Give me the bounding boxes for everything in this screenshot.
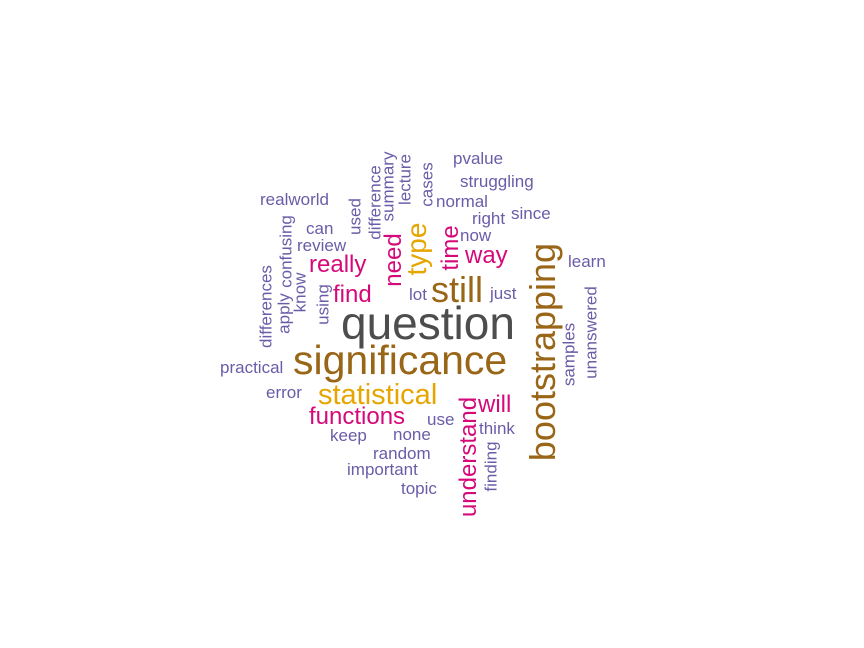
word-use: use — [427, 410, 455, 429]
word-need: need — [380, 233, 407, 287]
word-using: using — [313, 284, 333, 325]
word-struggling: struggling — [460, 172, 534, 191]
word-now: now — [460, 226, 492, 245]
word-review: review — [297, 236, 347, 255]
word-can: can — [306, 219, 334, 238]
word-lot: lot — [409, 285, 427, 304]
word-finding: finding — [481, 441, 501, 492]
word-differences: differences — [256, 265, 276, 348]
word-just: just — [490, 284, 517, 303]
word-think: think — [479, 419, 515, 438]
word-right: right — [472, 209, 506, 228]
word-unanswered: unanswered — [581, 286, 601, 379]
word-really: really — [309, 251, 367, 278]
word-learn: learn — [568, 252, 606, 271]
word-error: error — [266, 383, 302, 402]
word-important: important — [347, 460, 418, 479]
word-statistical: statistical — [318, 379, 438, 411]
word-functions: functions — [309, 403, 406, 430]
word-topic: topic — [401, 479, 437, 498]
word-will: will — [478, 391, 512, 418]
word-used: used — [345, 198, 365, 235]
word-significance: significance — [293, 337, 508, 383]
word-since: since — [511, 204, 551, 223]
word-none: none — [393, 425, 431, 444]
word-find: find — [333, 281, 372, 308]
word-type: type — [401, 222, 432, 276]
word-lecture: lecture — [395, 153, 415, 206]
word-still: still — [431, 269, 483, 310]
word-normal: normal — [436, 192, 488, 211]
word-pvalue: pvalue — [453, 149, 504, 168]
word-keep: keep — [330, 426, 367, 445]
word-way: way — [465, 242, 508, 269]
word-bootstrapping: bootstrapping — [522, 242, 563, 462]
word-cases: cases — [417, 162, 437, 207]
word-question: question — [341, 297, 515, 349]
word-realworld: realworld — [260, 190, 329, 209]
word-practical: practical — [220, 358, 284, 377]
word-samples: samples — [559, 322, 579, 387]
word-know: know — [290, 272, 310, 313]
word-summary: summary — [378, 151, 398, 222]
word-random: random — [373, 444, 431, 463]
